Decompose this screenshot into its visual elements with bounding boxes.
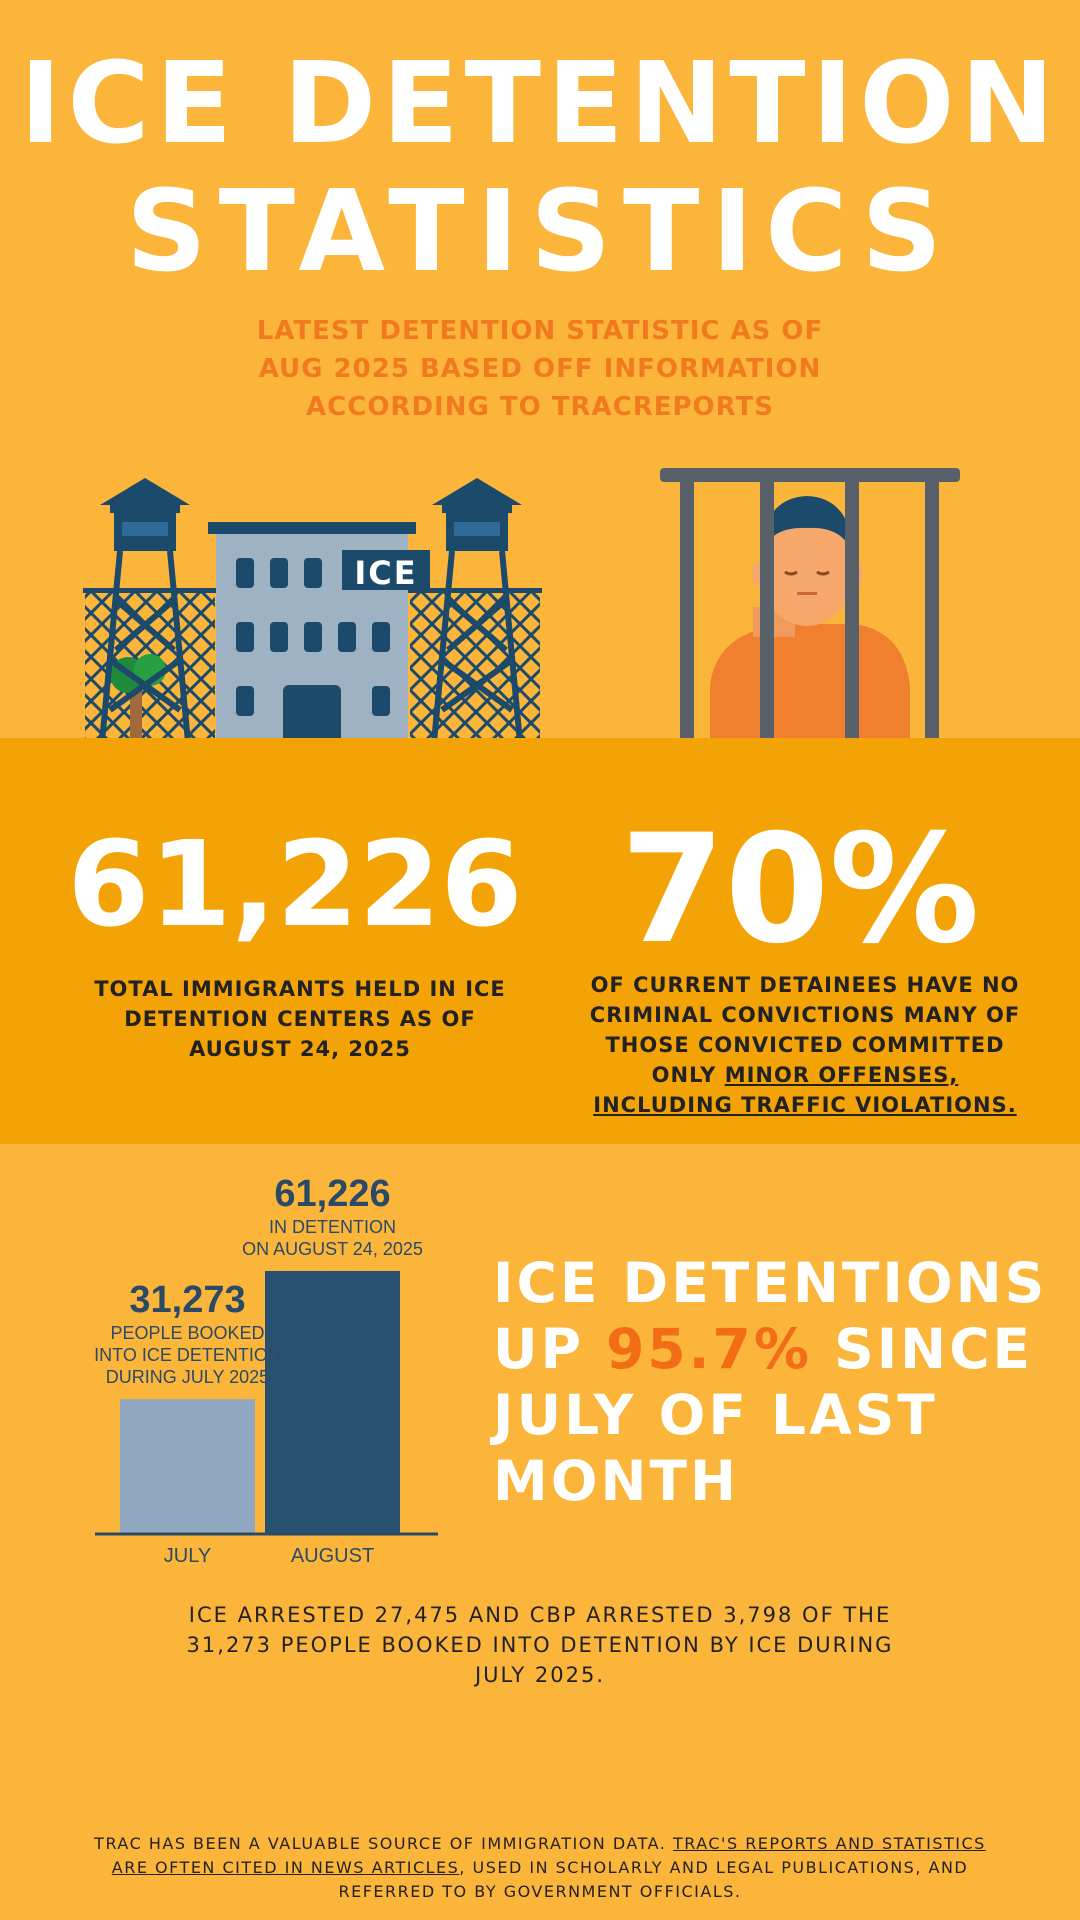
watchtower-right-icon [431,478,523,743]
no-conviction-line3: THOSE CONVICTED COMMITTED [605,1033,1005,1057]
bar-august [265,1271,400,1533]
footer-text2: , USED IN SCHOLARLY AND LEGAL PUBLICATIO… [459,1858,969,1877]
bar-annotation-july: 31,273 PEOPLE BOOKED INTO ICE DETENTION DUR… [78,1279,298,1388]
bar-annotation-line: DURING JULY 2025 [105,1367,270,1388]
subtitle-line2: AUG 2025 BASED OFF INFORMATION [258,354,822,384]
arrest-note-line1: ICE ARRESTED 27,475 AND CBP ARRESTED 3,7… [188,1603,892,1627]
trac-reports-link[interactable]: TRAC'S REPORTS AND STATISTICS [672,1834,986,1853]
building-sign: ICE [354,554,418,592]
subtitle: LATEST DETENTION STATISTIC AS OF AUG 202… [190,312,890,426]
minor-offenses-link[interactable]: MINOR OFFENSES, [724,1063,959,1087]
bar-annotation-line: PEOPLE BOOKED [110,1323,265,1344]
headline-line2-prefix: UP [493,1317,607,1381]
bar-annotation-line: INTO ICE DETENTION [94,1345,281,1366]
building-icon [208,522,430,745]
arrest-note: ICE ARRESTED 27,475 AND CBP ARRESTED 3,7… [150,1600,930,1690]
no-conviction-line4: ONLY MINOR OFFENSES, [570,1060,1040,1090]
held-caption-line1: TOTAL IMMIGRANTS HELD IN ICE [94,977,506,1001]
headline-line3: JULY OF LAST [493,1383,938,1447]
page-title-line1: ICE DETENTION [19,39,1061,169]
no-conviction-line4-prefix: ONLY [651,1063,725,1087]
headline: ICE DETENTIONS UP 95.7% SINCE JULY OF LA… [493,1250,1053,1514]
held-caption: TOTAL IMMIGRANTS HELD IN ICE DETENTION C… [80,974,520,1064]
no-conviction-percent: 70% [620,803,980,977]
bar-value-label: 61,226 [274,1173,391,1215]
bar-chart [95,1271,438,1536]
footer-line2: ARE OFTEN CITED IN NEWS ARTICLES, USED I… [50,1856,1030,1880]
prisoner-behind-bars-icon [660,468,960,742]
held-count: 61,226 [67,815,523,953]
x-tick-label: AUGUST [290,1545,375,1567]
headline-line1: ICE DETENTIONS [493,1251,1048,1315]
footer-text1: TRAC HAS BEEN A VALUABLE SOURCE OF IMMIG… [94,1834,673,1853]
footer-line1: TRAC HAS BEEN A VALUABLE SOURCE OF IMMIG… [50,1832,1030,1856]
bar-value-label: 31,273 [129,1279,246,1322]
watchtower-left-icon [99,478,191,743]
bar-annotation-august: 61,226 IN DETENTION ON AUGUST 24, 2025 [223,1173,443,1260]
no-conviction-caption: OF CURRENT DETAINEES HAVE NO CRIMINAL CO… [570,970,1040,1120]
detention-center-icon [83,478,542,745]
held-caption-line2: DETENTION CENTERS AS OF [124,1007,476,1031]
bar-annotation-line: IN DETENTION [268,1217,396,1237]
subtitle-line3: ACCORDING TO TRACREPORTS [306,392,774,422]
traffic-violations-link[interactable]: INCLUDING TRAFFIC VIOLATIONS. [593,1093,1017,1117]
arrest-note-line2: 31,273 PEOPLE BOOKED INTO DETENTION BY I… [186,1633,894,1657]
page-title-line2: STATISTICS [125,167,955,297]
footer: TRAC HAS BEEN A VALUABLE SOURCE OF IMMIG… [50,1832,1030,1904]
headline-line4: MONTH [493,1449,740,1513]
bar-annotation-line: ON AUGUST 24, 2025 [242,1239,423,1259]
no-conviction-line2: CRIMINAL CONVICTIONS MANY OF [589,1003,1021,1027]
headline-line2-suffix: SINCE [811,1317,1034,1381]
bar-july [120,1399,255,1533]
footer-line3: REFERRED TO BY GOVERNMENT OFFICIALS. [338,1882,742,1901]
no-conviction-line1: OF CURRENT DETAINEES HAVE NO [590,973,1020,997]
subtitle-line1: LATEST DETENTION STATISTIC AS OF [256,316,824,346]
news-articles-link[interactable]: ARE OFTEN CITED IN NEWS ARTICLES [111,1858,460,1877]
x-tick-label: JULY [163,1545,212,1567]
held-caption-line3: AUGUST 24, 2025 [189,1037,411,1061]
arrest-note-line3: JULY 2025. [474,1663,606,1687]
headline-highlight: 95.7% [606,1317,812,1381]
headline-line2: UP 95.7% SINCE [493,1316,1053,1382]
stats-band [0,738,1080,1144]
